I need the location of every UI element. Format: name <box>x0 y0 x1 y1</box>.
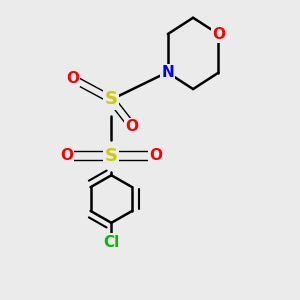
Text: N: N <box>161 65 174 80</box>
Text: O: O <box>126 119 139 134</box>
Text: O: O <box>212 27 225 42</box>
Text: O: O <box>60 148 73 164</box>
Text: O: O <box>149 148 162 164</box>
Text: S: S <box>105 147 118 165</box>
Text: S: S <box>105 91 118 109</box>
Text: Cl: Cl <box>103 235 119 250</box>
Text: O: O <box>66 71 79 86</box>
